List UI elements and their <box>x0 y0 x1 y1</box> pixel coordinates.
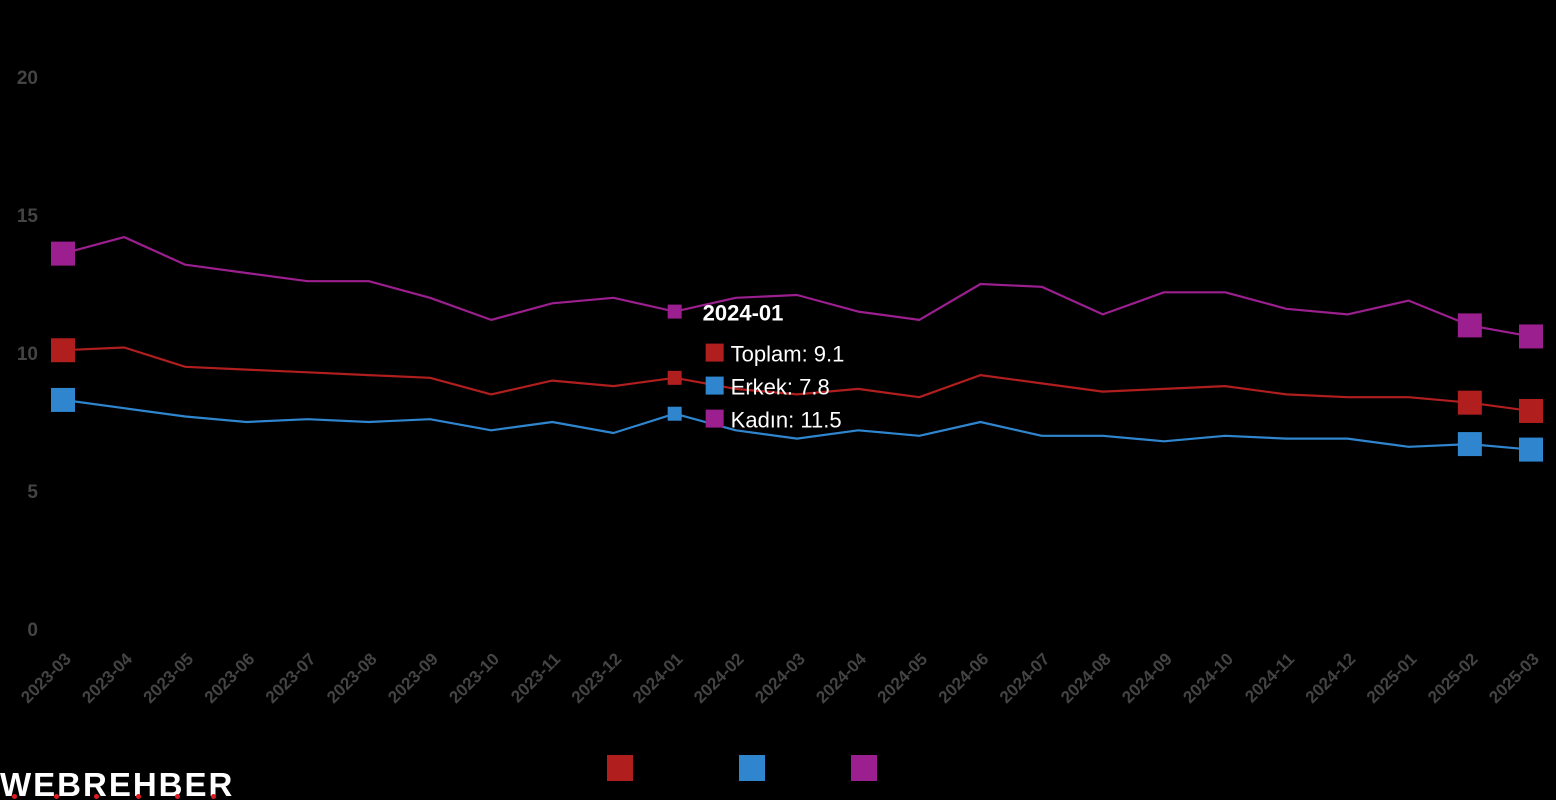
series-point-marker <box>1457 313 1482 338</box>
x-tick-label: 2023-05 <box>140 649 198 707</box>
series-point-marker <box>51 338 75 363</box>
y-tick-label: 0 <box>27 620 38 641</box>
webrehber-logo: WEBREHBER <box>0 770 234 800</box>
x-tick-label: 2024-04 <box>812 649 870 707</box>
x-tick-label: 2024-10 <box>1179 649 1237 707</box>
tooltip-line: Kadın: 11.5 <box>731 408 842 433</box>
x-tick-label: 2023-04 <box>78 649 136 707</box>
tooltip-swatch <box>705 343 724 362</box>
tooltip-title: 2024-01 <box>703 301 784 326</box>
highlighted-point-marker <box>667 406 682 421</box>
series-point-marker <box>1457 432 1482 457</box>
x-tick-label: 2023-06 <box>201 649 259 707</box>
x-tick-label: 2023-03 <box>17 649 75 707</box>
tooltip: 2024-01 Toplam: 9.1 Erkek: 7.8 Kadın: 11.5 <box>668 301 845 433</box>
x-tick-label: 2025-03 <box>1485 649 1543 707</box>
highlighted-point-marker <box>667 370 682 385</box>
x-tick-label: 2025-02 <box>1424 649 1482 707</box>
series-line-1 <box>62 398 1532 451</box>
legend-swatch-2[interactable] <box>851 755 877 781</box>
logo-accent-dot <box>211 794 216 799</box>
legend-swatch-0[interactable] <box>607 755 633 781</box>
series-point-marker <box>1457 390 1482 415</box>
tooltip-swatch <box>705 409 724 428</box>
x-tick-label: 2023-12 <box>568 649 626 707</box>
x-tick-label: 2024-12 <box>1302 649 1360 707</box>
series-line-0 <box>62 346 1532 413</box>
series-point-marker <box>51 387 75 412</box>
y-tick-label: 15 <box>17 206 39 227</box>
x-tick-label: 2023-07 <box>262 649 320 707</box>
series-point-marker <box>1519 398 1543 423</box>
x-tick-label: 2024-02 <box>690 649 748 707</box>
x-tick-label: 2023-10 <box>445 649 503 707</box>
x-axis-ticks: 2023-03 2023-04 2023-05 2023-06 2023-07 2023-… <box>17 649 1543 707</box>
x-tick-label: 2024-09 <box>1118 649 1176 707</box>
x-tick-label: 2024-11 <box>1241 649 1298 706</box>
logo-accent-dot <box>94 794 99 799</box>
legend[interactable] <box>607 755 877 781</box>
tooltip-lines: Toplam: 9.1 Erkek: 7.8 Kadın: 11.5 <box>705 342 845 433</box>
tooltip-line: Erkek: 7.8 <box>731 375 830 400</box>
tooltip-swatch <box>705 376 724 395</box>
legend-swatch-1[interactable] <box>739 755 765 781</box>
y-axis-ticks: 0 5 10 15 20 <box>17 68 39 641</box>
logo-accent-dot <box>175 794 180 799</box>
series-point-marker <box>1519 437 1543 462</box>
series-lines <box>62 236 1532 451</box>
y-tick-label: 5 <box>27 482 38 503</box>
x-tick-label: 2024-07 <box>996 649 1054 707</box>
logo-accent-dot <box>54 794 59 799</box>
series-end-markers <box>51 241 1543 462</box>
x-tick-label: 2025-01 <box>1363 649 1421 707</box>
series-point-marker <box>1519 324 1543 349</box>
x-tick-label: 2023-09 <box>384 649 442 707</box>
tooltip-title-swatch <box>668 305 681 318</box>
x-tick-label: 2023-11 <box>507 649 564 706</box>
x-tick-label: 2024-03 <box>751 649 809 707</box>
x-tick-label: 2024-06 <box>935 649 993 707</box>
series-point-marker <box>51 241 75 266</box>
x-tick-label: 2024-08 <box>1057 649 1115 707</box>
x-tick-label: 2023-08 <box>323 649 381 707</box>
y-tick-label: 10 <box>17 344 38 365</box>
logo-text: WEBREHBER <box>0 770 235 800</box>
y-tick-label: 20 <box>17 68 38 89</box>
x-tick-label: 2024-01 <box>629 649 687 707</box>
logo-accent-dot <box>136 794 141 799</box>
series-line-2 <box>62 236 1532 338</box>
x-tick-label: 2024-05 <box>874 649 932 707</box>
tooltip-line: Toplam: 9.1 <box>731 342 845 367</box>
logo-accent-dot <box>12 794 17 799</box>
